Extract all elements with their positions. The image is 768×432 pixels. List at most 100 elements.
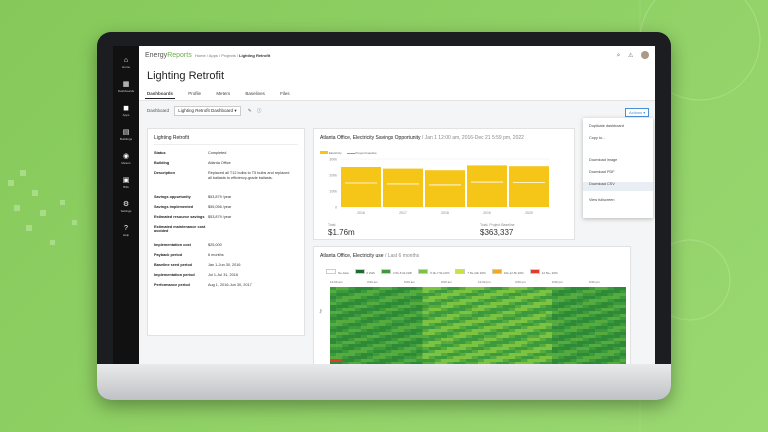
- heatmap-cell: [490, 344, 497, 348]
- heatmap-cell: [459, 323, 466, 327]
- heatmap-cell: [527, 302, 534, 306]
- heatmap-cell: [533, 353, 540, 357]
- heatmap-cell: [570, 350, 577, 354]
- heatmap-cell: [342, 335, 349, 339]
- actions-menu: Duplicate dashboard Copy to... Download …: [583, 118, 653, 218]
- info-icon[interactable]: ⓘ: [256, 108, 262, 113]
- monitor-chin: [97, 364, 671, 400]
- heatmap-cell: [515, 362, 522, 364]
- tab-profile[interactable]: Profile: [188, 91, 202, 96]
- search-icon[interactable]: ⌕: [616, 52, 621, 59]
- breadcrumb-apps[interactable]: Apps: [208, 53, 218, 58]
- heatmap-cell: [539, 347, 547, 351]
- nav-meters[interactable]: ◉ Meters: [113, 152, 139, 172]
- heatmap-cell: [619, 302, 626, 306]
- edit-icon[interactable]: ✎: [247, 108, 252, 113]
- heatmap-cell: [385, 302, 392, 306]
- heatmap-cell: [589, 326, 596, 330]
- heatmap-cell: [533, 332, 540, 336]
- heatmap-cell: [404, 323, 411, 327]
- menu-item-download-pdf[interactable]: Download PDF: [589, 170, 615, 174]
- heatmap-cell: [502, 356, 510, 360]
- heatmap-cell: [521, 350, 528, 354]
- heatmap-cell: [484, 323, 491, 327]
- heatmap-cell: [582, 362, 590, 364]
- heatmap-cell: [589, 335, 596, 339]
- heatmap-cell: [367, 338, 374, 342]
- heatmap-cell: [391, 326, 399, 330]
- heatmap-cell: [453, 335, 460, 339]
- heatmap-cell: [576, 287, 584, 291]
- tab-dashboards[interactable]: Dashboards: [145, 91, 176, 99]
- heatmap-cell: [397, 344, 405, 348]
- heatmap-cell: [379, 305, 386, 309]
- nav-buildings[interactable]: ▤ Buildings: [113, 128, 139, 148]
- heatmap-cell: [410, 338, 417, 342]
- nav-home[interactable]: ⌂ Home: [113, 56, 139, 76]
- heatmap-cell: [336, 314, 343, 318]
- alert-icon[interactable]: ⚠: [627, 52, 634, 59]
- nav-settings[interactable]: ⚙ Settings: [113, 200, 139, 220]
- heatmap-cell: [397, 308, 405, 312]
- heatmap-cell: [367, 335, 374, 339]
- heatmap-y-label: Apr: [318, 308, 323, 314]
- heatmap-cell: [521, 323, 528, 327]
- heatmap-cell: [434, 341, 442, 345]
- nav-dashboards[interactable]: ▦ Dashboards: [113, 80, 139, 100]
- heatmap-cell: [354, 296, 362, 300]
- heatmap-cell: [379, 293, 386, 297]
- menu-item-duplicate-dashboard[interactable]: Duplicate dashboard: [589, 124, 624, 128]
- heatmap-cell: [570, 311, 577, 315]
- heatmap-cell: [619, 299, 626, 303]
- tab-files[interactable]: Files: [280, 91, 290, 96]
- tab-meters[interactable]: Meters: [216, 91, 231, 96]
- time-label: 9:00 pm: [589, 280, 600, 284]
- heatmap-cell: [330, 326, 337, 330]
- heatmap-cell: [330, 338, 337, 342]
- heatmap-cell: [496, 296, 503, 300]
- heatmap-cell: [336, 344, 343, 348]
- heatmap-cell: [447, 350, 454, 354]
- heatmap-cell: [570, 356, 577, 360]
- heatmap-cell: [348, 314, 355, 318]
- heatmap-cell: [367, 341, 374, 345]
- heatmap-cell: [484, 302, 491, 306]
- heatmap-cell: [367, 317, 374, 321]
- heatmap-cell: [441, 335, 448, 339]
- heatmap-cell: [576, 314, 584, 318]
- menu-item-view-fullscreen[interactable]: View fullscreen: [589, 198, 615, 202]
- breadcrumb-home[interactable]: Home: [195, 53, 206, 58]
- heatmap-cell: [410, 293, 417, 297]
- heatmap-cell: [619, 290, 626, 294]
- tab-baselines[interactable]: Baselines: [245, 91, 265, 96]
- actions-button[interactable]: Actions ▾: [625, 108, 650, 117]
- heatmap-cell: [354, 311, 362, 315]
- heatmap-cell: [595, 326, 602, 330]
- heatmap-cell: [496, 311, 503, 315]
- menu-item-copy-to[interactable]: Copy to...: [589, 136, 606, 140]
- avatar[interactable]: [641, 51, 649, 59]
- heatmap-cell: [428, 308, 436, 312]
- nav-help[interactable]: ? Help: [113, 224, 139, 244]
- heatmap-cell: [582, 293, 590, 297]
- heatmap-cell: [397, 302, 405, 306]
- heatmap-cell: [379, 326, 386, 330]
- heatmap-cell: [515, 326, 522, 330]
- heatmap-cell: [558, 332, 565, 336]
- heatmap-cell: [416, 353, 423, 357]
- heatmap-cell: [545, 347, 553, 351]
- menu-item-download-csv[interactable]: Download CSV: [583, 182, 653, 191]
- breadcrumb-projects[interactable]: Projects: [221, 53, 236, 58]
- heatmap-cell: [348, 290, 355, 294]
- nav-apps[interactable]: ◼ Apps: [113, 104, 139, 124]
- heatmap-cell: [613, 317, 621, 321]
- dashboard-select[interactable]: Lighting Retrofit Dashboard ▾: [174, 106, 241, 116]
- nav-bills[interactable]: ▣ Bills: [113, 176, 139, 196]
- app-logo[interactable]: EnergyReports: [145, 52, 192, 59]
- baseline-total-value: $363,337: [480, 228, 514, 237]
- heatmap-cell: [385, 290, 392, 294]
- menu-item-download-image[interactable]: Download image: [589, 158, 618, 162]
- heatmap-cell: [490, 320, 497, 324]
- dashboard-icon: ▦: [122, 81, 130, 88]
- heatmap-cell: [416, 326, 423, 330]
